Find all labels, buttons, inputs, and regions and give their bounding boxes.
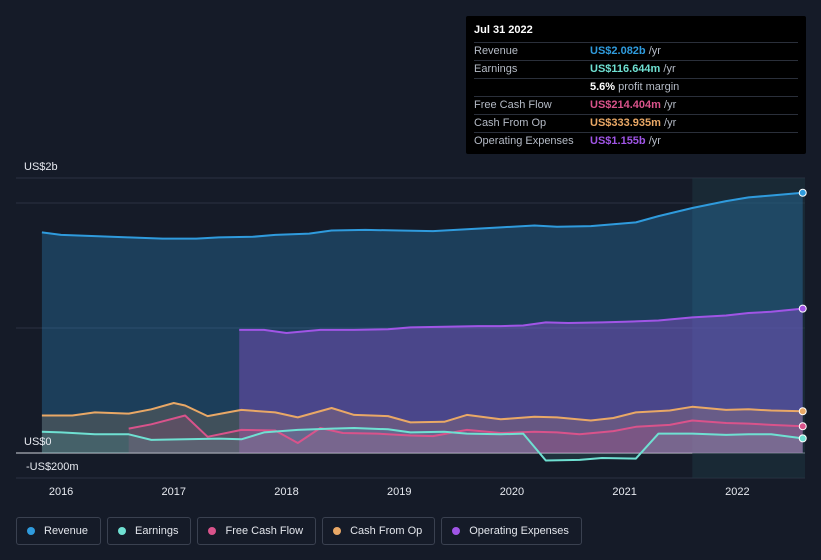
area-revenue <box>41 192 803 454</box>
series-end-dots <box>798 188 807 443</box>
area-earnings <box>41 428 803 461</box>
tooltip-row: Cash From Op US$333.935m /yr <box>474 115 798 133</box>
tooltip-row-value: US$1.155b /yr <box>590 135 661 147</box>
tooltip-row: Earnings US$116.644m /yr <box>474 61 798 79</box>
legend-label: Cash From Op <box>350 525 423 537</box>
line-revenue <box>41 191 803 240</box>
legend-item-cash-from-op[interactable]: Cash From Op <box>322 517 436 545</box>
highlight-region <box>692 178 805 478</box>
area-cash-from-op <box>41 403 803 453</box>
tooltip-row: Revenue US$2.082b /yr <box>474 43 798 61</box>
x-tick-label: 2017 <box>162 486 186 498</box>
x-tick-label: 2018 <box>274 486 298 498</box>
tooltip-row-value: US$116.644m /yr <box>590 63 676 75</box>
legend-dot-icon <box>333 527 342 535</box>
tooltip-row-value: US$333.935m /yr <box>590 117 677 129</box>
area-operating-expenses <box>239 308 803 453</box>
legend-item-revenue[interactable]: Revenue <box>16 517 102 545</box>
x-tick-label: 2016 <box>49 486 73 498</box>
x-tick-label: 2021 <box>612 486 636 498</box>
legend-dot-icon <box>208 527 217 535</box>
tooltip-row-name: Revenue <box>474 45 519 57</box>
legend-item-earnings[interactable]: Earnings <box>107 517 192 545</box>
y-label-bottom: -US$200m <box>26 461 79 473</box>
end-dot-cash-from-op <box>798 407 807 416</box>
legend-item-free-cash-flow[interactable]: Free Cash Flow <box>197 517 317 545</box>
x-tick-label: 2019 <box>387 486 411 498</box>
tooltip-row-value: US$2.082b /yr <box>590 45 661 57</box>
series-areas <box>41 192 803 461</box>
legend-label: Earnings <box>135 525 179 537</box>
line-cash-from-op <box>41 402 803 424</box>
y-label-top: US$2b <box>24 161 58 173</box>
legend: Revenue Earnings Free Cash Flow Cash From O… <box>16 517 582 545</box>
tooltip-row-name: Free Cash Flow <box>474 99 552 111</box>
tooltip-row: Free Cash Flow US$214.404m /yr <box>474 97 798 115</box>
tooltip-row-name: Earnings <box>474 63 518 75</box>
y-label-zero: US$0 <box>24 436 52 448</box>
tooltip-row-name <box>474 79 590 96</box>
legend-label: Revenue <box>44 525 89 537</box>
end-dot-earnings <box>798 434 807 443</box>
legend-label: Free Cash Flow <box>225 525 304 537</box>
tooltip-row-name: Cash From Op <box>474 117 547 129</box>
line-earnings <box>41 427 803 462</box>
tooltip-row: 5.6% profit margin <box>474 79 798 97</box>
legend-dot-icon <box>452 527 461 535</box>
end-dot-operating-expenses <box>798 304 807 313</box>
line-operating-expenses <box>239 307 803 334</box>
x-tick-label: 2022 <box>725 486 749 498</box>
legend-item-operating-expenses[interactable]: Operating Expenses <box>441 517 582 545</box>
series-lines <box>41 191 803 462</box>
tooltip-row-name: Operating Expenses <box>474 135 574 147</box>
tooltip-row-value: 5.6% profit margin <box>590 81 680 93</box>
tooltip-date: Jul 31 2022 <box>474 24 798 43</box>
tooltip-row: Operating Expenses US$1.155b /yr <box>474 133 798 150</box>
x-tick-label: 2020 <box>500 486 524 498</box>
legend-label: Operating Expenses <box>469 525 569 537</box>
line-free-cash-flow <box>128 414 803 444</box>
legend-dot-icon <box>27 527 35 535</box>
end-dot-revenue <box>798 188 807 197</box>
tooltip-panel: Jul 31 2022 Revenue US$2.082b /yr Earnings… <box>466 16 806 154</box>
end-dot-free-cash-flow <box>798 422 807 431</box>
x-axis-tick-labels: 2016 2017 2018 2019 2020 2021 2022 <box>49 486 750 498</box>
tooltip-row-value: US$214.404m /yr <box>590 99 677 111</box>
legend-dot-icon <box>118 527 127 535</box>
